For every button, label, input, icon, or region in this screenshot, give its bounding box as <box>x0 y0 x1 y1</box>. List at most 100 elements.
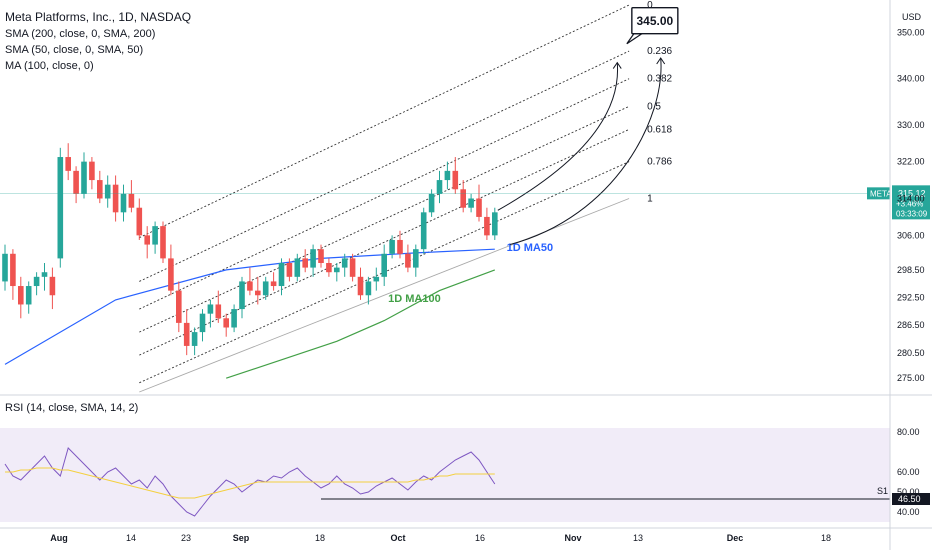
rsi-title[interactable]: RSI (14, close, SMA, 14, 2) <box>5 402 139 414</box>
chart-title: Meta Platforms, Inc., 1D, NASDAQ <box>5 10 192 24</box>
candle-body <box>381 253 387 277</box>
target-callout-box <box>631 7 679 35</box>
fib-level-label: 0.618 <box>647 124 672 135</box>
candle-body <box>420 212 427 250</box>
rsi-pane[interactable]: 80.00 60.00 50.00 40.00 S1 46.50 <box>0 427 930 522</box>
rsi-band <box>0 428 890 522</box>
candle-body <box>199 313 206 333</box>
candle-body <box>207 304 214 314</box>
candle-body <box>492 212 498 236</box>
fib-channel-line <box>139 4 630 239</box>
candle-body <box>57 157 64 259</box>
rsi-support-label: S1 <box>877 486 888 496</box>
fib-level-label: 0.236 <box>647 46 672 57</box>
time-tick-label: 18 <box>821 533 831 543</box>
candle-body <box>302 258 308 268</box>
candle-body <box>168 258 174 291</box>
rsi-tick-label: 40.00 <box>897 507 920 517</box>
time-tick-label: 18 <box>315 533 325 543</box>
candle-body <box>349 258 356 277</box>
rsi-support-value: 46.50 <box>898 494 921 504</box>
candle-body <box>326 263 332 273</box>
time-tick-label: 16 <box>475 533 485 543</box>
candle-body <box>176 290 182 323</box>
indicator-sma200[interactable]: SMA (200, close, 0, SMA, 200) <box>5 28 156 40</box>
candle-body <box>73 170 79 194</box>
time-tick-label: 14 <box>126 533 136 543</box>
last-price-value: 315.12 <box>898 188 926 198</box>
price-change-value: +3.46% <box>896 199 923 208</box>
arrowhead-icon <box>612 61 622 69</box>
indicator-sma50[interactable]: SMA (50, close, 0, SMA, 50) <box>5 44 144 56</box>
fib-level-label: 0.382 <box>647 74 672 85</box>
candle-body <box>468 198 474 208</box>
fib-level-label: 1 <box>647 194 653 205</box>
time-tick-label: Sep <box>233 533 250 543</box>
candle-body <box>191 332 198 346</box>
indicator-ma100[interactable]: MA (100, close, 0) <box>5 60 94 72</box>
fib-channel-line <box>139 128 630 356</box>
candle-body <box>120 193 127 213</box>
candle-body <box>89 161 95 181</box>
fib-level-label: 0 <box>647 0 653 11</box>
candle-body <box>215 304 222 319</box>
candle-body <box>255 290 261 296</box>
candle-body <box>341 258 348 268</box>
candle-body <box>247 281 253 291</box>
candle-body <box>294 258 301 277</box>
candle-body <box>397 239 403 254</box>
candle-body <box>112 184 119 213</box>
candle-body <box>460 189 466 208</box>
candle-body <box>41 272 48 277</box>
target-arrow-1 <box>497 62 618 211</box>
candle-body <box>128 193 135 208</box>
candle-body <box>152 226 158 245</box>
candle-body <box>262 281 269 296</box>
candle-body <box>476 198 482 217</box>
rsi-tick-label: 50.00 <box>897 487 920 497</box>
candle-body <box>413 249 419 268</box>
candle-body <box>239 281 245 310</box>
candle-body <box>10 253 16 287</box>
candle-body <box>373 276 380 282</box>
candle-body <box>65 157 71 171</box>
price-tick-label: 306.00 <box>897 230 925 240</box>
ma50-line <box>4 248 495 365</box>
candle-body <box>183 322 190 346</box>
bar-countdown: 03:33:09 <box>896 209 928 218</box>
price-tick-label: 330.00 <box>897 120 925 130</box>
time-tick-label: Dec <box>727 533 744 543</box>
candle-body <box>25 286 32 305</box>
currency-label: USD <box>902 12 922 22</box>
candle-body <box>231 309 237 328</box>
time-tick-label: Aug <box>50 533 68 543</box>
candle-body <box>223 318 229 328</box>
candle-body <box>452 170 459 190</box>
candle-body <box>334 267 340 273</box>
time-tick-label: 13 <box>633 533 643 543</box>
candle-body <box>428 193 435 213</box>
candle-body <box>160 226 166 259</box>
rsi-ma-line <box>5 467 495 499</box>
fib-level-label: 0.786 <box>647 157 672 168</box>
target-callout-pointer <box>626 33 644 45</box>
time-tick-label: 23 <box>181 533 191 543</box>
target-arrow-2 <box>509 57 662 246</box>
candle-body <box>33 276 40 287</box>
price-tick-label: 298.50 <box>897 265 925 275</box>
rsi-tick-label: 60.00 <box>897 467 920 477</box>
candle-body <box>286 263 293 277</box>
candle-body <box>389 239 395 254</box>
ma100-line <box>226 269 496 379</box>
target-label[interactable]: 345.00 <box>636 14 673 28</box>
price-tick-label: 275.00 <box>897 373 925 383</box>
candle-body <box>18 286 24 305</box>
fib-channel-line <box>139 105 630 333</box>
candle-body <box>81 161 87 194</box>
candle-body <box>405 253 411 268</box>
candle-body <box>144 235 150 245</box>
candle-body <box>484 216 490 236</box>
